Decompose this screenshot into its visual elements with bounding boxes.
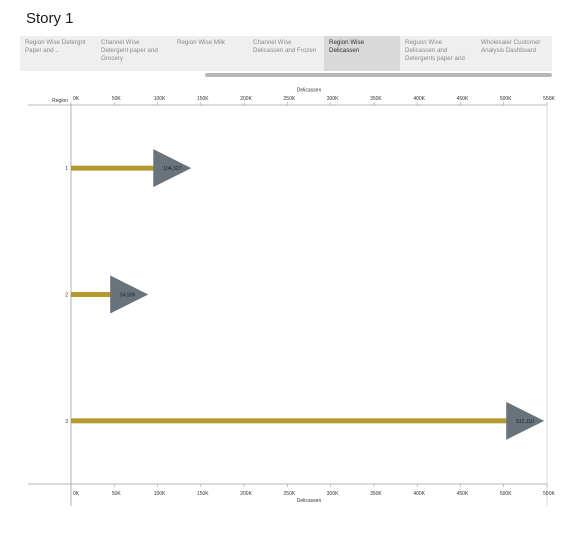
x-tick-label-bottom: 300K xyxy=(327,491,339,497)
bar[interactable] xyxy=(71,292,119,297)
x-tick-label-top: 550K xyxy=(543,96,555,102)
story-tab[interactable]: Reguon Wise Delicassen and Detergents pa… xyxy=(400,36,476,71)
y-category-label: 1 xyxy=(65,166,68,172)
triangle-marker[interactable] xyxy=(506,401,545,440)
data-label: 104,327 xyxy=(163,166,181,172)
story-tab[interactable]: Channel Wise Delicassen and Frozen xyxy=(248,36,324,71)
x-tick-label-top: 150K xyxy=(197,96,209,102)
x-tick-label-top: 350K xyxy=(370,96,382,102)
x-tick-label-bottom: 500K xyxy=(500,491,512,497)
x-tick-label-top: 50K xyxy=(112,96,122,102)
x-axis-title-bottom: Delicassen xyxy=(297,498,322,504)
story-tab[interactable]: Wholesaler Customer Analysis Dashboard xyxy=(476,36,552,71)
x-tick-label-bottom: 50K xyxy=(112,491,122,497)
scrollbar-thumb[interactable] xyxy=(205,73,552,77)
x-tick-label-top: 200K xyxy=(240,96,252,102)
story-title: Story 1 xyxy=(26,10,74,27)
story-tab[interactable]: Region Wise Detergnt Paper and .. xyxy=(20,36,96,71)
y-category-label: 2 xyxy=(65,293,68,299)
x-tick-label-top: 500K xyxy=(500,96,512,102)
x-tick-label-bottom: 250K xyxy=(284,491,296,497)
data-label: 54,506 xyxy=(120,293,136,299)
triangle-marker[interactable] xyxy=(110,275,149,314)
x-tick-label-bottom: 0K xyxy=(73,491,80,497)
story-tab-bar: Region Wise Detergnt Paper and .. Channe… xyxy=(20,36,552,71)
x-axis-title-top: Delicassen xyxy=(297,88,322,94)
x-tick-label-bottom: 150K xyxy=(197,491,209,497)
x-tick-label-top: 250K xyxy=(284,96,296,102)
bar[interactable] xyxy=(71,418,515,424)
x-tick-label-top: 100K xyxy=(154,96,166,102)
y-category-label: 3 xyxy=(65,419,68,425)
x-tick-label-top: 450K xyxy=(457,96,469,102)
x-tick-label-bottom: 550K xyxy=(543,491,555,497)
x-tick-label-bottom: 400K xyxy=(413,491,425,497)
data-label: 512,110 xyxy=(516,419,534,425)
x-tick-label-top: 400K xyxy=(413,96,425,102)
story-tab-scrollbar[interactable] xyxy=(20,72,552,78)
x-tick-label-top: 300K xyxy=(327,96,339,102)
x-tick-label-bottom: 200K xyxy=(240,491,252,497)
story-tab[interactable]: Region Wise Delicassen xyxy=(324,36,400,71)
y-axis-title: Region xyxy=(52,98,68,104)
x-tick-label-bottom: 100K xyxy=(154,491,166,497)
triangle-marker[interactable] xyxy=(153,149,192,188)
story-tab[interactable]: Channel Wise Detergent paper and Grocery xyxy=(96,36,172,71)
x-tick-label-bottom: 450K xyxy=(457,491,469,497)
x-tick-label-top: 0K xyxy=(73,96,80,102)
story-tab[interactable]: Region Wise Milk xyxy=(172,36,248,71)
bar[interactable] xyxy=(71,165,162,171)
x-tick-label-bottom: 350K xyxy=(370,491,382,497)
